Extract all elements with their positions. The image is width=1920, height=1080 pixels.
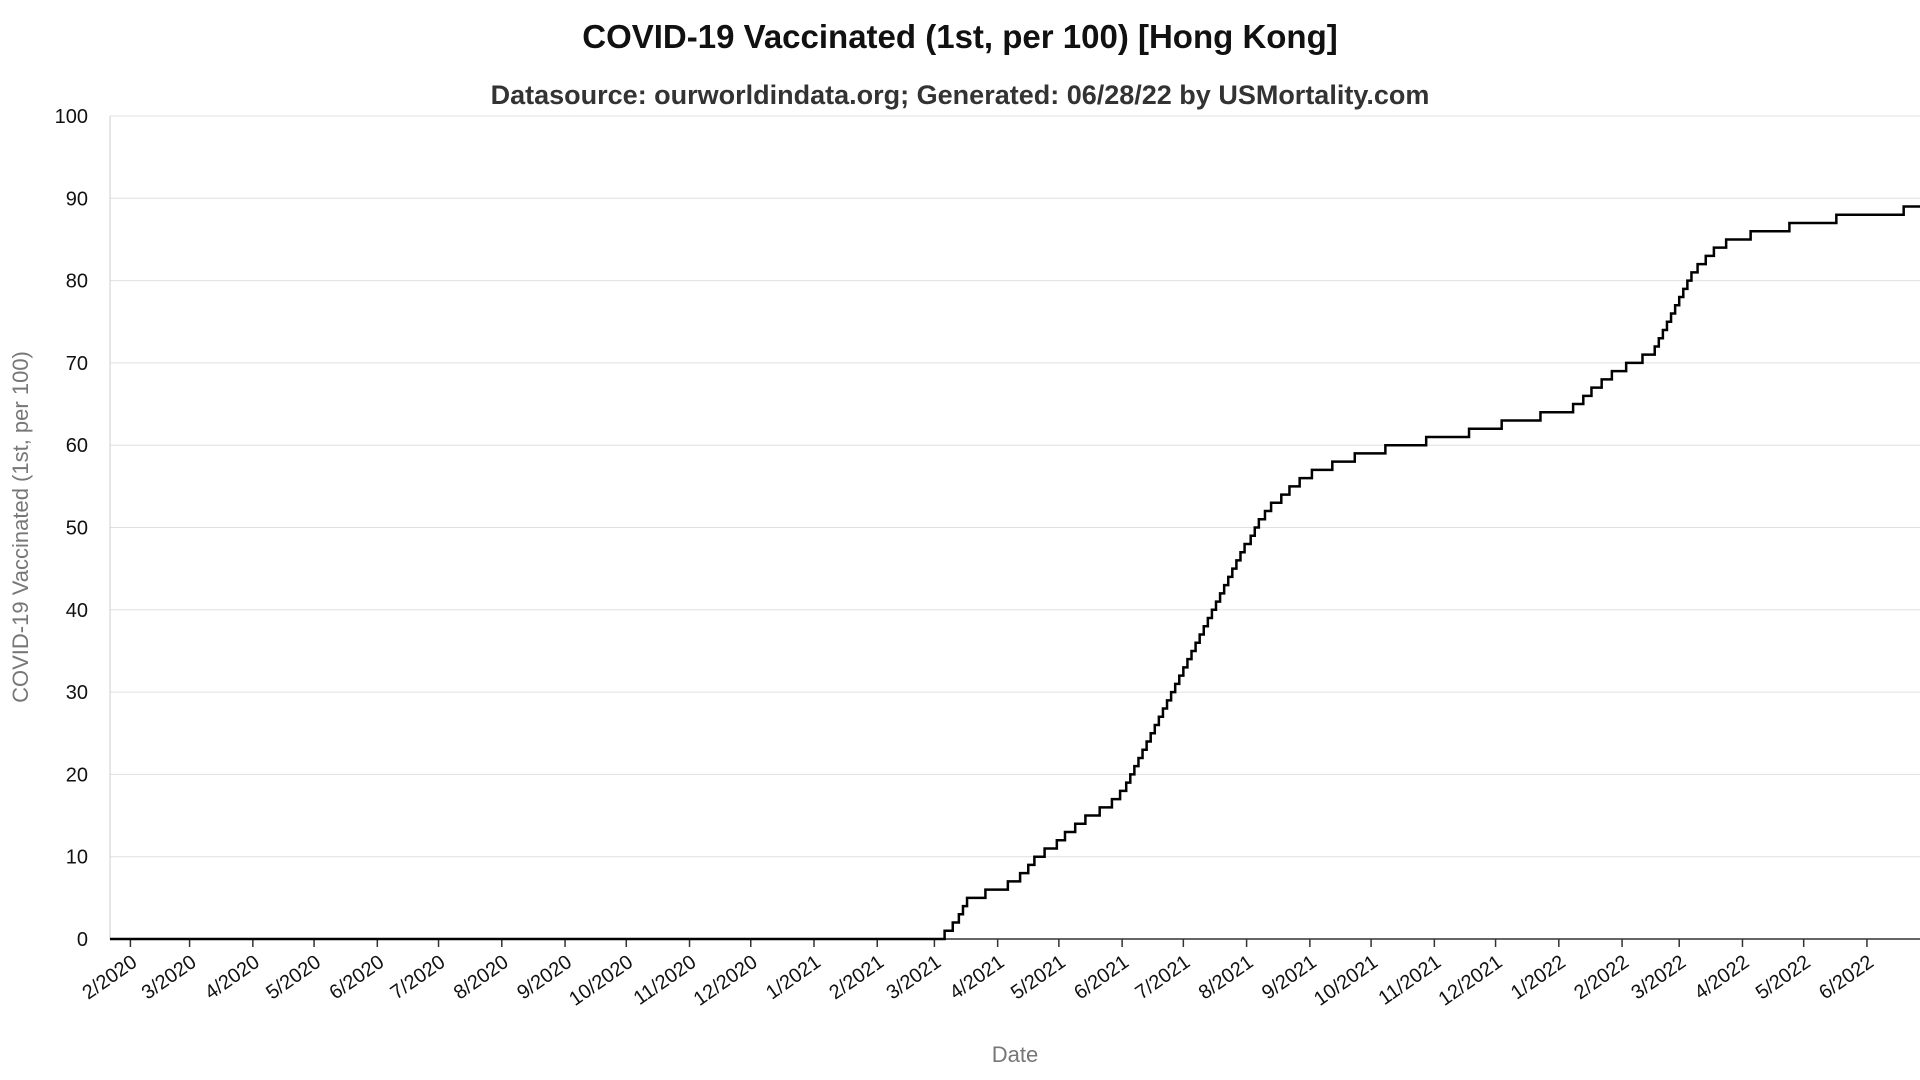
series-group xyxy=(110,205,1920,941)
x-tick-label: 10/2020 xyxy=(565,951,637,1010)
y-tick-label: 20 xyxy=(66,764,88,786)
x-tick-label: 1/2022 xyxy=(1507,951,1570,1004)
y-tick-label: 70 xyxy=(66,353,88,375)
x-tick-label: 4/2022 xyxy=(1691,951,1754,1004)
x-tick-label: 10/2021 xyxy=(1310,951,1382,1010)
x-tick-label: 2/2022 xyxy=(1570,951,1633,1004)
y-tick-label: 40 xyxy=(66,600,88,622)
x-tick-label: 1/2021 xyxy=(762,951,825,1004)
x-tick-label: 5/2022 xyxy=(1752,951,1815,1004)
x-tick-label: 11/2020 xyxy=(630,951,701,1010)
x-tick-label: 4/2020 xyxy=(201,951,264,1004)
y-tick-label: 30 xyxy=(66,682,88,704)
x-tick-label: 12/2020 xyxy=(690,951,762,1010)
y-tick-label: 80 xyxy=(66,271,88,293)
x-tick-label: 4/2021 xyxy=(946,951,1009,1004)
x-tick-label: 7/2021 xyxy=(1131,951,1194,1004)
x-tick-label: 6/2021 xyxy=(1070,951,1133,1004)
x-tick-label: 6/2022 xyxy=(1815,951,1878,1004)
y-axis-label: COVID-19 Vaccinated (1st, per 100) xyxy=(8,351,33,703)
x-axis-label: Date xyxy=(992,1042,1038,1067)
y-tick-label: 100 xyxy=(55,106,88,128)
y-tick-label: 60 xyxy=(66,435,88,457)
x-tick-label: 7/2020 xyxy=(387,951,450,1004)
x-tick-label: 9/2021 xyxy=(1258,951,1321,1004)
y-tick-labels: 0 10 20 30 40 50 60 70 80 90 100 xyxy=(55,106,88,951)
x-tick-label: 2/2021 xyxy=(825,951,888,1004)
x-tick-label: 5/2021 xyxy=(1007,951,1070,1004)
x-tick-label: 2/2020 xyxy=(79,951,142,1004)
x-tick-label: 3/2020 xyxy=(138,951,201,1004)
grid-lines xyxy=(110,115,1920,940)
x-tick-label: 9/2020 xyxy=(513,951,576,1004)
x-tick-label: 3/2021 xyxy=(883,951,946,1004)
y-tick-label: 0 xyxy=(77,929,88,951)
x-tick-label: 11/2021 xyxy=(1375,951,1446,1010)
series-line xyxy=(110,205,1920,941)
y-tick-label: 50 xyxy=(66,518,88,540)
y-tick-label: 10 xyxy=(66,847,88,869)
x-tick-label: 5/2020 xyxy=(262,951,325,1004)
x-tick-label: 6/2020 xyxy=(325,951,388,1004)
x-tick-label: 8/2021 xyxy=(1195,951,1258,1004)
x-tick-label: 3/2022 xyxy=(1627,951,1690,1004)
chart-subtitle: Datasource: ourworldindata.org; Generate… xyxy=(491,80,1430,110)
y-tick-label: 90 xyxy=(66,188,88,210)
x-tick-label: 12/2021 xyxy=(1435,951,1507,1010)
x-tick-label: 8/2020 xyxy=(450,951,513,1004)
chart-title: COVID-19 Vaccinated (1st, per 100) [Hong… xyxy=(582,18,1338,55)
